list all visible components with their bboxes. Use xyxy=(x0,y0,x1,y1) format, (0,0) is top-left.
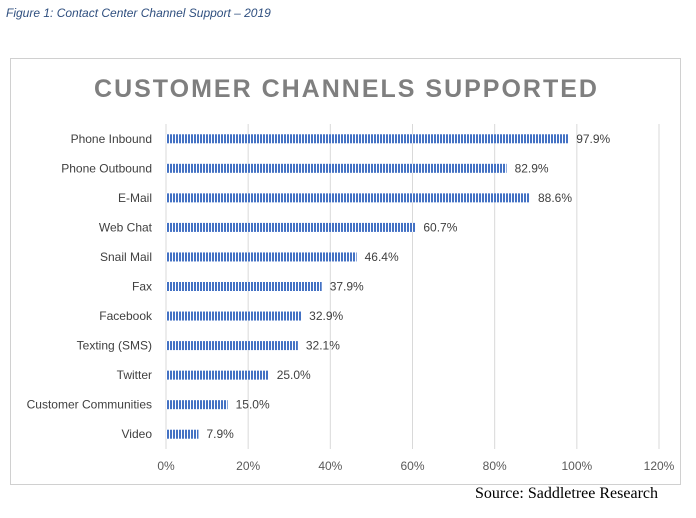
bar xyxy=(166,400,228,410)
data-label: 46.4% xyxy=(365,250,399,264)
data-label: 97.9% xyxy=(576,132,610,146)
bar xyxy=(166,311,302,321)
x-tick-label: 20% xyxy=(236,459,260,473)
category-label: Phone Outbound xyxy=(61,161,152,175)
category-label: Twitter xyxy=(117,368,152,382)
chart-title: CUSTOMER CHANNELS SUPPORTED xyxy=(94,75,599,103)
figure-caption: Figure 1: Contact Center Channel Support… xyxy=(6,6,271,20)
source-note: Source: Saddletree Research xyxy=(474,485,658,502)
category-label: Snail Mail xyxy=(100,250,152,264)
category-label: Web Chat xyxy=(99,220,153,234)
category-label: Phone Inbound xyxy=(71,132,152,146)
category-label: Texting (SMS) xyxy=(77,339,152,353)
bar xyxy=(166,341,298,351)
bar xyxy=(166,222,416,232)
data-label: 88.6% xyxy=(538,191,572,205)
bar xyxy=(166,370,269,380)
x-tick-label: 120% xyxy=(644,459,675,473)
bar-chart: 0% 20% 40% 60% 80% 100% 120% Phone Inbound 97.9%… xyxy=(27,124,675,473)
data-label: 32.1% xyxy=(306,339,340,353)
data-label: 15.0% xyxy=(236,398,270,412)
bar xyxy=(166,193,530,203)
data-label: 60.7% xyxy=(423,220,457,234)
x-tick-label: 100% xyxy=(561,459,592,473)
data-label: 37.9% xyxy=(330,280,364,294)
category-label: Fax xyxy=(132,280,152,294)
x-tick-label: 40% xyxy=(318,459,342,473)
data-label: 25.0% xyxy=(277,368,311,382)
bar xyxy=(166,282,322,291)
data-label: 82.9% xyxy=(515,161,549,175)
bar xyxy=(166,429,199,439)
chart-frame: CUSTOMER CHANNELS SUPPORTED 0% 20% 40% 60% 8… xyxy=(10,58,681,485)
category-label: Video xyxy=(122,427,153,441)
bar xyxy=(166,134,569,144)
category-label: E-Mail xyxy=(118,191,152,205)
data-label: 7.9% xyxy=(206,427,234,441)
category-label: Customer Communities xyxy=(27,398,152,412)
bar xyxy=(166,252,357,262)
bar xyxy=(166,163,507,173)
x-tick-label: 80% xyxy=(483,459,507,473)
labels: 0% 20% 40% 60% 80% 100% 120% Phone Inbound 97.9%… xyxy=(27,132,675,473)
data-label: 32.9% xyxy=(309,309,343,323)
bars xyxy=(166,134,569,439)
x-tick-label: 60% xyxy=(400,459,424,473)
category-label: Facebook xyxy=(99,309,153,323)
x-tick-label: 0% xyxy=(157,459,175,473)
